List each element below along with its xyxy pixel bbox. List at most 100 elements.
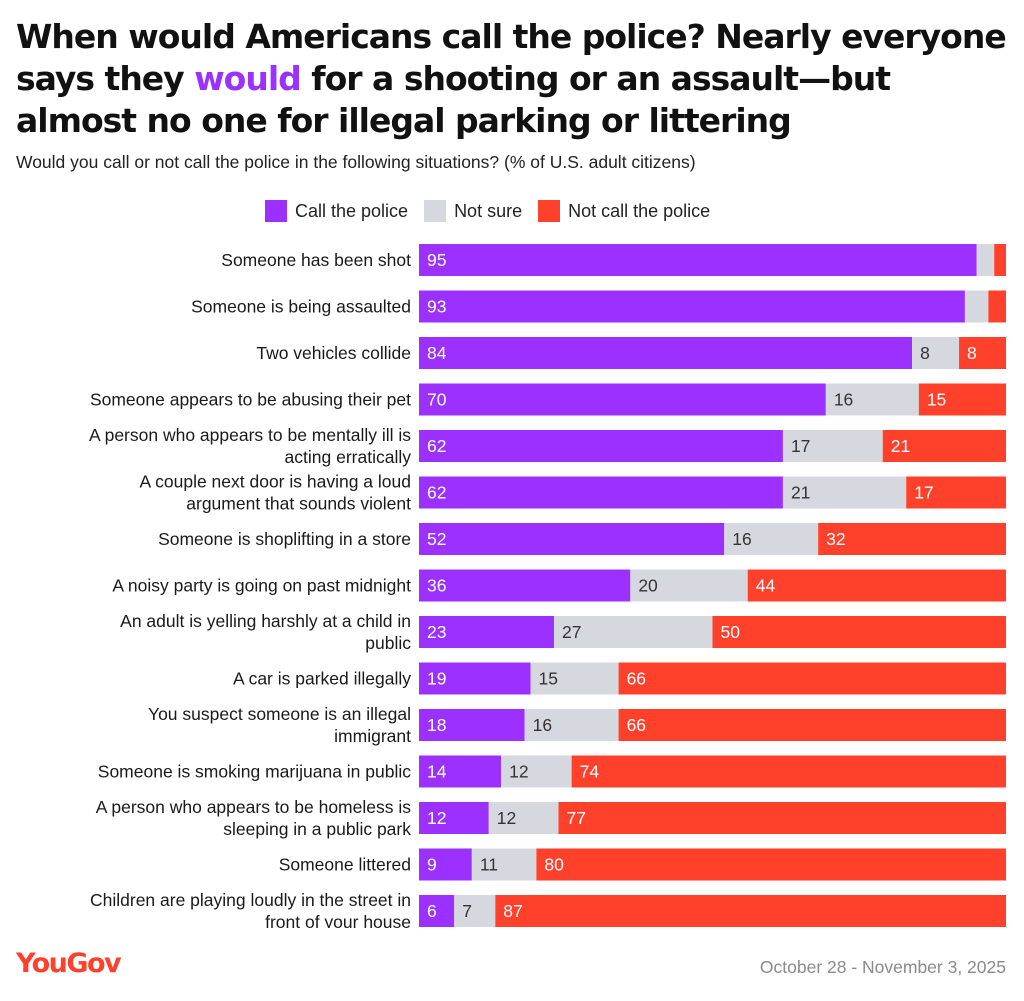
category-label-line: acting erratically <box>285 447 412 467</box>
data-label-not-sure: 7 <box>462 901 472 921</box>
data-label-call: 52 <box>427 529 446 549</box>
legend-label-call: Call the police <box>295 200 409 221</box>
category-label: A couple next door is having a loud argum… <box>140 472 412 514</box>
bar-segment-not-sure <box>524 709 619 741</box>
bar-segment-not-sure <box>501 755 572 788</box>
survey-date-range: October 28 - November 3, 2025 <box>759 957 1006 977</box>
category-label: An adult is yelling harshly at a child i… <box>120 611 411 653</box>
bar-segment-call <box>419 616 555 648</box>
category-label-line: front of your house <box>265 912 411 928</box>
bar-segment-not-call <box>495 895 1006 927</box>
category-label-line: A person who appears to be homeless is <box>96 797 411 817</box>
bar-segment-not-sure <box>488 802 559 834</box>
category-label-line: Two vehicles collide <box>256 343 411 363</box>
data-label-call: 19 <box>427 669 446 689</box>
category-label: A noisy party is going on past midnight <box>112 576 411 596</box>
bar-segment-call <box>419 802 489 834</box>
data-label-not-call: 44 <box>756 576 776 596</box>
bar-segment-not-call <box>536 848 1006 881</box>
category-label-line: Someone is shoplifting in a store <box>158 529 411 549</box>
bar-segment-not-call <box>712 616 1006 648</box>
data-label-not-sure: 16 <box>533 715 552 735</box>
bar-segment-call <box>419 662 531 695</box>
data-label-call: 36 <box>427 576 446 596</box>
legend-item-not-call: Not call the police <box>538 200 710 222</box>
bar-segment-call <box>419 895 455 927</box>
data-label-not-sure: 8 <box>920 343 930 363</box>
category-label-line: An adult is yelling harshly at a child i… <box>120 611 411 631</box>
data-label-not-sure: 11 <box>480 855 498 875</box>
category-label-line: A couple next door is having a loud <box>140 472 411 492</box>
data-label-call: 9 <box>427 855 437 875</box>
category-label: Someone is shoplifting in a store <box>158 529 411 549</box>
category-label: Someone has been shot <box>221 250 411 270</box>
data-label-call: 18 <box>427 715 446 735</box>
bar-segment-not-call <box>571 755 1006 788</box>
bar-segment-not-call <box>818 523 1006 555</box>
bar-segment-not-sure <box>454 895 496 927</box>
bar-segment-not-sure <box>782 430 883 462</box>
bar-segment-not-sure <box>976 244 995 276</box>
bar-segment-not-call <box>906 476 1006 509</box>
data-label-not-call: 32 <box>826 529 845 549</box>
data-label-not-call: 66 <box>627 715 646 735</box>
category-label-line: Someone littered <box>279 855 411 875</box>
data-label-not-sure: 16 <box>834 390 853 410</box>
bar-segment-call <box>419 337 913 369</box>
data-label-not-call: 87 <box>503 901 522 921</box>
bar-segment-not-call <box>618 709 1006 741</box>
category-label: Children are playing loudly in the stree… <box>90 890 411 928</box>
bar-segment-not-call <box>618 662 1006 695</box>
category-label: Someone is being assaulted <box>191 297 411 317</box>
category-label-line: Someone is smoking marijuana in public <box>98 762 411 782</box>
bar-segment-call <box>419 709 525 741</box>
data-label-not-sure: 27 <box>562 622 581 642</box>
data-label-call: 12 <box>427 808 446 828</box>
data-label-not-call: 50 <box>721 622 741 642</box>
bar-segment-not-sure <box>964 290 989 323</box>
bar-segment-not-sure <box>825 383 919 416</box>
data-label-call: 93 <box>427 297 446 317</box>
title-part-1: When would Americans call the police? Ne… <box>16 17 1007 98</box>
data-label-not-sure: 12 <box>497 808 516 828</box>
data-label-call: 70 <box>427 390 447 410</box>
data-label-not-call: 15 <box>927 390 946 410</box>
data-label-call: 14 <box>427 762 447 782</box>
data-label-not-sure: 21 <box>791 483 810 503</box>
category-label: A person who appears to be mentally ill … <box>89 425 411 467</box>
category-label-line: argument that sounds violent <box>186 494 411 514</box>
bar-segment-call <box>419 383 826 416</box>
bar-segment-not-sure <box>912 337 960 369</box>
bar-segment-not-call <box>994 244 1006 276</box>
bar-segment-call <box>419 430 783 462</box>
stacked-bar-chart: Someone has been shot 95 Someone is being … <box>89 244 1006 928</box>
category-label-line: Someone has been shot <box>221 250 411 270</box>
data-label-not-sure: 15 <box>539 669 558 689</box>
data-label-not-sure: 17 <box>791 436 810 456</box>
data-label-call: 62 <box>427 483 446 503</box>
bar-segment-call <box>419 755 502 788</box>
category-label: Two vehicles collide <box>256 343 411 363</box>
bar-segment-not-sure <box>471 848 537 881</box>
category-label-line: Someone appears to be abusing their pet <box>90 390 411 410</box>
bar-segment-not-call <box>558 802 1006 834</box>
title-part-2: for a shooting or an assault—but almost … <box>16 59 891 140</box>
data-label-not-call: 66 <box>627 669 646 689</box>
bar-segment-call <box>419 244 977 276</box>
category-label-line: A noisy party is going on past midnight <box>112 576 411 596</box>
category-label-line: Someone is being assaulted <box>191 297 411 317</box>
legend-item-call: Call the police <box>265 200 408 222</box>
bar-segment-call <box>419 476 783 509</box>
chart-title: When would Americans call the police? Ne… <box>16 16 1007 142</box>
data-label-not-call: 80 <box>544 855 564 875</box>
data-label-not-call: 74 <box>580 762 600 782</box>
category-label: A person who appears to be homeless is sl… <box>96 797 411 839</box>
category-label-line: You suspect someone is an illegal <box>148 704 411 724</box>
category-label: Someone littered <box>279 855 411 875</box>
bar-segment-not-sure <box>630 569 748 602</box>
bar-segment-not-call <box>918 383 1006 416</box>
bar-segment-call <box>419 848 472 881</box>
legend-swatch-call <box>265 200 287 222</box>
category-label-line: immigrant <box>334 726 411 746</box>
data-label-call: 84 <box>427 343 447 363</box>
